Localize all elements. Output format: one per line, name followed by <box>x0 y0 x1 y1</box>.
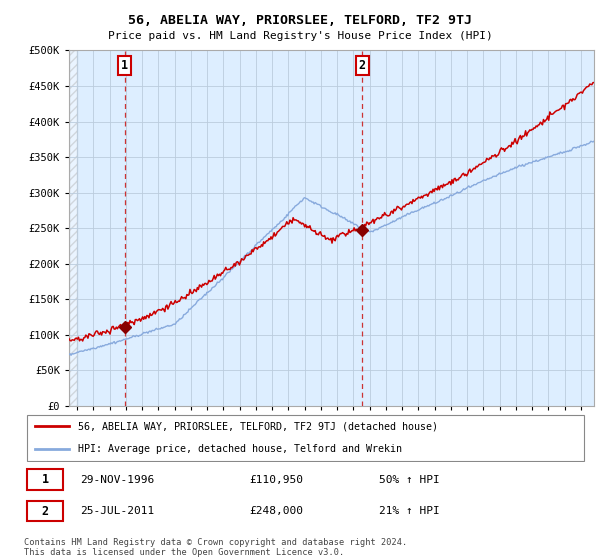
FancyBboxPatch shape <box>27 501 64 521</box>
Text: 2: 2 <box>359 59 366 72</box>
Text: 56, ABELIA WAY, PRIORSLEE, TELFORD, TF2 9TJ (detached house): 56, ABELIA WAY, PRIORSLEE, TELFORD, TF2 … <box>77 421 437 431</box>
Text: £248,000: £248,000 <box>250 506 304 516</box>
FancyBboxPatch shape <box>27 469 64 490</box>
Text: Contains HM Land Registry data © Crown copyright and database right 2024.
This d: Contains HM Land Registry data © Crown c… <box>24 538 407 557</box>
FancyBboxPatch shape <box>27 415 584 460</box>
Text: £110,950: £110,950 <box>250 475 304 484</box>
Text: 50% ↑ HPI: 50% ↑ HPI <box>379 475 440 484</box>
Text: 56, ABELIA WAY, PRIORSLEE, TELFORD, TF2 9TJ: 56, ABELIA WAY, PRIORSLEE, TELFORD, TF2 … <box>128 14 472 27</box>
Text: 21% ↑ HPI: 21% ↑ HPI <box>379 506 440 516</box>
Text: Price paid vs. HM Land Registry's House Price Index (HPI): Price paid vs. HM Land Registry's House … <box>107 31 493 41</box>
Text: 1: 1 <box>121 59 128 72</box>
Text: 2: 2 <box>42 505 49 517</box>
Bar <box>69 50 77 406</box>
Text: 29-NOV-1996: 29-NOV-1996 <box>80 475 155 484</box>
Text: 25-JUL-2011: 25-JUL-2011 <box>80 506 155 516</box>
Text: HPI: Average price, detached house, Telford and Wrekin: HPI: Average price, detached house, Telf… <box>77 444 401 454</box>
Text: 1: 1 <box>42 473 49 486</box>
